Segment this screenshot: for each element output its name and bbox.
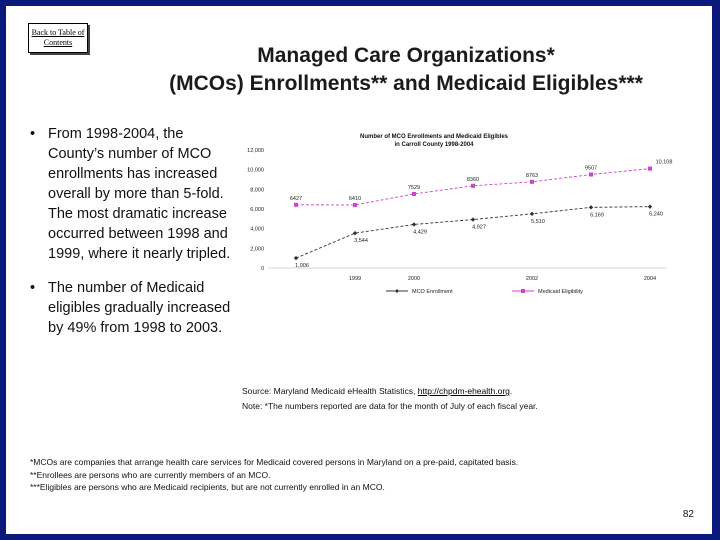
data-label: 9507: [585, 166, 597, 172]
source-link[interactable]: http://chpdm-ehealth.org: [417, 386, 510, 396]
bullet-text: The number of Medicaid eligibles gradual…: [48, 280, 231, 336]
bullet-dot: •: [30, 126, 36, 142]
source-line: Source: Maryland Medicaid eHealth Statis…: [242, 384, 702, 399]
line-chart: Number of MCO Enrollments and Medicaid E…: [247, 134, 673, 295]
data-label: 10,108: [656, 160, 673, 166]
data-point-mco: [293, 255, 299, 261]
chart-title: Number of MCO Enrollments and Medicaid E…: [360, 134, 509, 140]
chart-axes: 0 2,000 4,000 6,000 8,000 10,000 12,000 1999 200…: [247, 148, 666, 282]
x-tick-label: 1999: [349, 276, 361, 282]
data-point-mco: [588, 205, 594, 210]
data-point-mco: [352, 230, 358, 236]
chart-legend: MCO Enrollment Medicaid Eligibility: [386, 289, 583, 295]
chart-series: 1,006 3,544 4,429 4,927 5,510 6,169 6,240 6427 6…: [290, 160, 673, 270]
data-point-eligibility: [353, 202, 357, 207]
x-tick-label: 2004: [644, 276, 656, 282]
y-tick-label: 6,000: [250, 207, 264, 213]
back-to-toc-link[interactable]: Back to Table of Contents: [28, 23, 88, 53]
data-label: 8360: [467, 177, 479, 183]
legend-label: Medicaid Eligibility: [538, 289, 583, 295]
back-to-toc-label: Back to Table of Contents: [31, 28, 85, 47]
data-point-mco: [411, 222, 417, 227]
data-label: 3,544: [354, 238, 368, 244]
data-label: 4,429: [413, 229, 427, 235]
data-label: 4,927: [472, 225, 486, 231]
legend-marker: [395, 289, 399, 293]
legend-marker: [521, 289, 525, 293]
chart-subtitle: in Carroll County 1998-2004: [394, 142, 474, 148]
source-note: Source: Maryland Medicaid eHealth Statis…: [242, 384, 702, 414]
bullet-list: • From 1998-2004, the County’s number of…: [26, 124, 236, 352]
footnote: *MCOs are companies that arrange health …: [30, 457, 519, 467]
note-line: Note: *The numbers reported are data for…: [242, 401, 538, 411]
page-title: Managed Care Organizations* (MCOs) Enrol…: [106, 42, 706, 98]
data-label: 5,510: [531, 219, 545, 225]
title-line-1: Managed Care Organizations*: [257, 44, 555, 67]
data-point-mco: [529, 211, 535, 217]
data-point-mco: [647, 204, 653, 209]
y-tick-label: 10,000: [247, 168, 264, 174]
bullet-text: From 1998-2004, the County’s number of M…: [48, 126, 231, 262]
y-tick-label: 0: [261, 266, 264, 272]
y-tick-label: 2,000: [250, 246, 264, 252]
bullet-dot: •: [30, 280, 36, 296]
data-label: 8763: [526, 173, 538, 179]
x-tick-label: 2002: [526, 276, 538, 282]
y-tick-label: 8,000: [250, 187, 264, 193]
footnote: **Enrollees are persons who are currentl…: [30, 469, 271, 480]
legend-label: MCO Enrollment: [412, 289, 453, 295]
slide: Back to Table of Contents Managed Care O…: [6, 6, 712, 534]
source-prefix: Source: Maryland Medicaid eHealth Statis…: [242, 386, 418, 396]
footnotes: *MCOs are companies that arrange health …: [30, 456, 690, 494]
bullet-item: • From 1998-2004, the County’s number of…: [26, 124, 236, 264]
data-point-mco: [470, 217, 476, 222]
title-line-2: (MCOs) Enrollments** and Medicaid Eligib…: [169, 72, 643, 95]
x-tick-label: 2000: [408, 276, 420, 282]
data-label: 1,006: [295, 263, 309, 269]
bullet-item: • The number of Medicaid eligibles gradu…: [26, 278, 236, 338]
data-label: 6,240: [649, 212, 663, 218]
data-point-eligibility: [648, 166, 652, 171]
data-point-eligibility: [412, 191, 416, 196]
page-number: 82: [682, 509, 694, 520]
data-point-eligibility: [530, 179, 534, 184]
data-point-eligibility: [589, 172, 593, 177]
data-label: 6427: [290, 196, 302, 202]
data-label: 6,169: [590, 212, 604, 218]
y-tick-label: 12,000: [247, 148, 264, 154]
data-point-eligibility: [294, 202, 298, 207]
data-point-eligibility: [471, 183, 475, 188]
data-label: 6410: [349, 196, 361, 202]
source-suffix: .: [509, 386, 513, 396]
footnote: ***Eligibles are persons who are Medicai…: [30, 482, 385, 492]
y-tick-label: 4,000: [250, 227, 264, 233]
data-label: 7529: [408, 185, 420, 191]
